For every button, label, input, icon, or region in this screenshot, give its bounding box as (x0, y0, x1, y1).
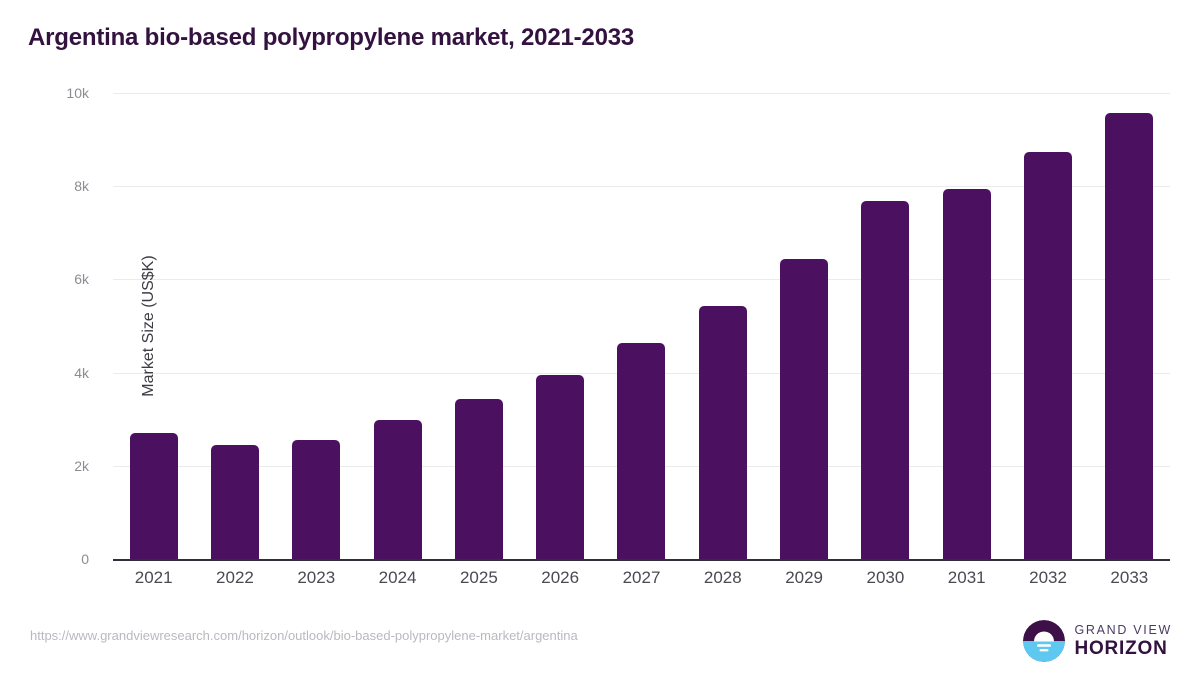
bar[interactable] (780, 258, 829, 559)
x-tick-label: 2029 (785, 568, 824, 587)
bar[interactable] (129, 433, 178, 559)
y-tick-label: 2k (74, 457, 89, 474)
x-tick-label: 2033 (1110, 568, 1149, 587)
x-tick-label: 2022 (216, 568, 254, 587)
brand-logo: GRAND VIEW HORIZON (1023, 620, 1172, 662)
x-tick-label: 2026 (541, 568, 580, 587)
gridline (113, 279, 1170, 281)
y-tick-label: 0 (81, 551, 89, 567)
logo-line-1: GRAND VIEW (1074, 622, 1172, 637)
y-tick-label: 6k (74, 271, 89, 288)
bar[interactable] (292, 440, 341, 559)
x-tick-label: 2028 (703, 568, 742, 587)
bar-group[interactable] (763, 93, 844, 559)
horizon-logo-icon (1023, 620, 1066, 662)
page-title: Argentina bio-based polypropylene market… (28, 24, 635, 51)
bar[interactable] (1105, 113, 1154, 559)
bar[interactable] (698, 305, 747, 559)
x-tick-label: 2027 (622, 568, 661, 587)
x-tick-label: 2032 (1029, 568, 1067, 587)
y-tick-label: 10k (66, 85, 89, 101)
x-axis-line (113, 559, 1170, 561)
bar[interactable] (1024, 151, 1073, 559)
x-tick-label: 2024 (378, 568, 417, 587)
bar[interactable] (373, 420, 422, 559)
bar-group[interactable] (1089, 93, 1170, 559)
bar[interactable] (454, 398, 503, 559)
bar-group[interactable] (438, 93, 519, 559)
bar-group[interactable] (276, 93, 357, 559)
y-tick-label: 4k (74, 364, 89, 381)
bar-group[interactable] (113, 93, 194, 559)
bar[interactable] (617, 343, 666, 559)
bar-group[interactable] (194, 93, 275, 559)
gridline (113, 93, 1170, 94)
bar-group[interactable] (682, 93, 763, 559)
bar[interactable] (942, 189, 991, 559)
x-tick-label: 2023 (297, 568, 336, 587)
bar[interactable] (536, 374, 585, 559)
bar[interactable] (861, 201, 910, 559)
x-tick-label: 2031 (947, 568, 986, 587)
gridline (113, 186, 1170, 188)
logo-wordmark: GRAND VIEW HORIZON (1074, 624, 1172, 659)
bar-group[interactable] (845, 93, 926, 559)
x-tick-label: 2021 (134, 568, 173, 587)
y-tick-label: 8k (74, 178, 89, 195)
x-tick-label: 2030 (866, 568, 905, 587)
source-url[interactable]: https://www.grandviewresearch.com/horizo… (30, 628, 578, 643)
bar-group[interactable] (1007, 93, 1088, 559)
logo-line-2: HORIZON (1074, 638, 1168, 660)
bar-group[interactable] (926, 93, 1007, 559)
x-tick-label: 2025 (459, 568, 498, 587)
bar-group[interactable] (601, 93, 682, 559)
bar[interactable] (210, 444, 259, 559)
bar-group[interactable] (357, 93, 438, 559)
bar-group[interactable] (520, 93, 601, 559)
bars-layer (113, 93, 1170, 559)
